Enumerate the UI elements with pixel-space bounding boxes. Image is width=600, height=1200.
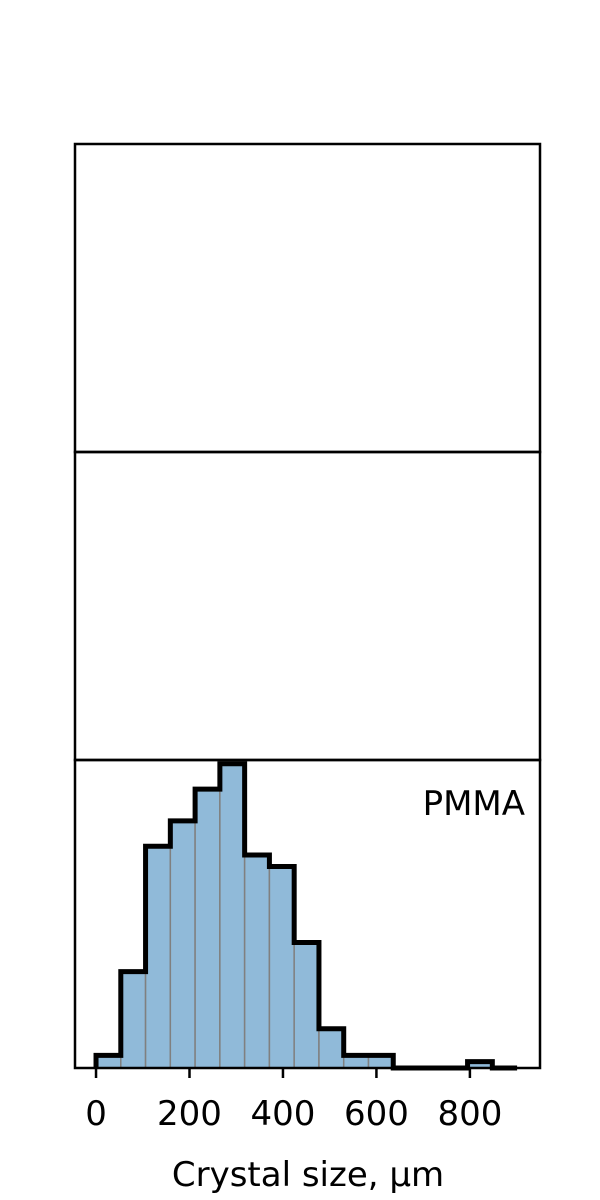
x-tick-label: 200: [157, 1094, 222, 1134]
histogram-bar: [293, 941, 320, 1069]
x-axis: 0 200 400 600 800: [85, 1068, 502, 1134]
histogram-bar: [268, 865, 295, 1069]
panel-top: [73, 142, 542, 454]
panel-bottom-frame: [73, 758, 542, 1070]
histogram-bar: [219, 763, 246, 1069]
x-tick-label: 400: [251, 1094, 316, 1134]
panel-middle: [73, 450, 542, 762]
x-tick-label: 800: [437, 1094, 502, 1134]
x-tick-label: 600: [344, 1094, 409, 1134]
histogram-bar: [243, 854, 271, 1069]
panel-bottom: PMMA: [73, 758, 542, 1071]
histogram-bar: [144, 845, 172, 1069]
histogram-bar: [318, 1027, 345, 1069]
histogram-bar: [169, 820, 196, 1069]
x-axis-label: Crystal size, μm: [172, 1155, 444, 1195]
x-tick-label: 0: [85, 1094, 107, 1134]
panel-top-frame: [73, 142, 542, 454]
histogram-bars: [95, 763, 494, 1069]
histogram-bar: [194, 788, 221, 1069]
histogram-bar: [120, 970, 147, 1069]
panel-label-pmma: PMMA: [423, 784, 525, 824]
panel-middle-frame: [73, 450, 542, 762]
